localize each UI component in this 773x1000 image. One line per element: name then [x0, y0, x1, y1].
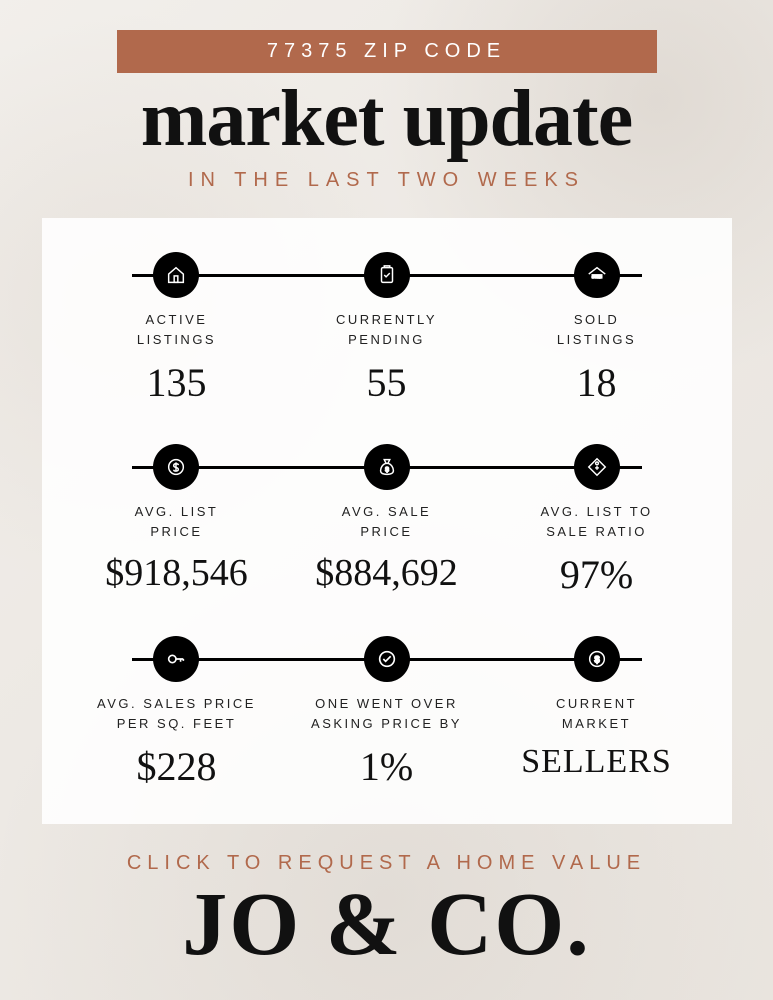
stat-label: AVG. LIST TO SALE RATIO: [540, 502, 652, 541]
stat-over-asking: ONE WENT OVER ASKING PRICE BY 1%: [282, 636, 492, 790]
infographic-page: 77375 ZIP CODE market update IN THE LAST…: [0, 0, 773, 1000]
svg-text:$: $: [594, 655, 599, 665]
moneybag-icon: $: [364, 444, 410, 490]
stat-value: 135: [146, 359, 206, 406]
stat-value: $228: [136, 743, 216, 790]
stat-value: 18: [577, 359, 617, 406]
zip-code-banner: 77375 ZIP CODE: [117, 30, 657, 73]
stat-avg-list-price: AVG. LIST PRICE $918,546: [72, 444, 282, 595]
stat-value: 97%: [560, 551, 633, 598]
stat-value: 55: [367, 359, 407, 406]
stat-label: AVG. SALE PRICE: [342, 502, 431, 541]
svg-text:$: $: [385, 467, 389, 474]
stat-label: SOLD LISTINGS: [557, 310, 636, 349]
stats-card: ACTIVE LISTINGS 135 CURRENTLY PENDING 55…: [42, 218, 732, 824]
stat-avg-sale-price: $ AVG. SALE PRICE $884,692: [282, 444, 492, 595]
stat-label: CURRENT MARKET: [556, 694, 637, 733]
tag-icon: [574, 444, 620, 490]
svg-text:SOLD: SOLD: [591, 275, 602, 279]
house-icon: [153, 252, 199, 298]
stat-value: $884,692: [315, 551, 458, 595]
stats-row-2: AVG. LIST PRICE $918,546 $ AVG. SALE PRI…: [72, 444, 702, 598]
dollar-circle-icon: [153, 444, 199, 490]
stat-value: $918,546: [105, 551, 248, 595]
stat-currently-pending: CURRENTLY PENDING 55: [282, 252, 492, 406]
stat-sold-listings: SOLD SOLD LISTINGS 18: [492, 252, 702, 406]
check-circle-icon: [364, 636, 410, 682]
stat-label: AVG. LIST PRICE: [135, 502, 219, 541]
stat-price-per-sqft: AVG. SALES PRICE PER SQ. FEET $228: [72, 636, 282, 790]
cta-link[interactable]: CLICK TO REQUEST A HOME VALUE: [127, 852, 646, 875]
page-title: market update: [141, 79, 632, 159]
stat-current-market: $ CURRENT MARKET SELLERS: [492, 636, 702, 781]
stat-label: CURRENTLY PENDING: [336, 310, 437, 349]
stat-label: ACTIVE LISTINGS: [137, 310, 216, 349]
clipboard-icon: [364, 252, 410, 298]
stat-active-listings: ACTIVE LISTINGS 135: [72, 252, 282, 406]
key-icon: [153, 636, 199, 682]
stat-value: SELLERS: [521, 743, 672, 781]
stat-label: ONE WENT OVER ASKING PRICE BY: [311, 694, 462, 733]
stat-list-sale-ratio: AVG. LIST TO SALE RATIO 97%: [492, 444, 702, 598]
brand-logo: JO & CO.: [182, 875, 590, 974]
stat-value: 1%: [360, 743, 413, 790]
dollar-badge-icon: $: [574, 636, 620, 682]
sold-icon: SOLD: [574, 252, 620, 298]
stats-row-1: ACTIVE LISTINGS 135 CURRENTLY PENDING 55…: [72, 252, 702, 406]
page-subtitle: IN THE LAST TWO WEEKS: [188, 169, 585, 192]
stats-row-3: AVG. SALES PRICE PER SQ. FEET $228 ONE W…: [72, 636, 702, 790]
stat-label: AVG. SALES PRICE PER SQ. FEET: [97, 694, 256, 733]
